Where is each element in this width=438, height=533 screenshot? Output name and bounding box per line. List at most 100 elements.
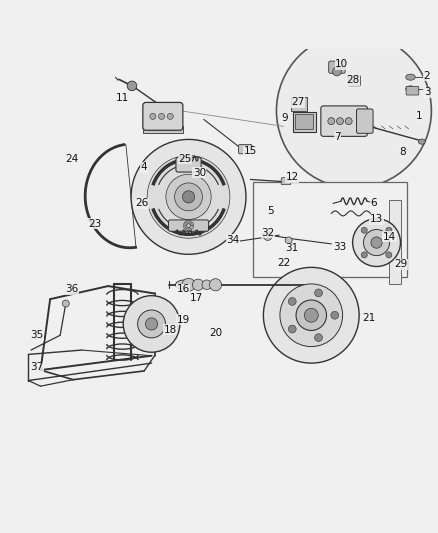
Circle shape [159,114,165,119]
FancyBboxPatch shape [389,200,401,284]
Text: 12: 12 [286,172,299,182]
Circle shape [288,325,296,333]
Circle shape [182,278,195,292]
Circle shape [167,114,173,119]
Text: 31: 31 [286,243,299,253]
FancyBboxPatch shape [357,109,373,133]
Circle shape [331,311,339,319]
Text: 37: 37 [31,362,44,373]
Circle shape [276,33,431,188]
Text: 24: 24 [65,154,78,164]
Circle shape [386,227,392,233]
FancyBboxPatch shape [406,86,419,95]
Circle shape [285,237,292,244]
Circle shape [131,140,246,254]
Text: 8: 8 [399,148,406,157]
Text: 23: 23 [88,219,102,229]
Circle shape [263,268,359,363]
Text: 33: 33 [333,242,346,252]
Ellipse shape [406,86,415,92]
Circle shape [190,224,194,228]
Text: 29: 29 [394,260,407,269]
Circle shape [190,222,193,225]
FancyBboxPatch shape [169,220,208,231]
Circle shape [314,334,322,342]
Circle shape [371,237,382,248]
Circle shape [147,156,230,238]
Circle shape [184,222,187,225]
FancyBboxPatch shape [291,97,307,111]
FancyBboxPatch shape [239,144,252,154]
Circle shape [296,300,326,330]
Circle shape [336,118,343,125]
Circle shape [183,191,194,203]
Circle shape [304,308,318,322]
FancyBboxPatch shape [295,114,314,130]
Circle shape [345,118,352,125]
Text: 19: 19 [177,314,190,325]
Text: 28: 28 [346,75,360,85]
Circle shape [288,297,296,305]
Ellipse shape [406,74,415,80]
Text: 10: 10 [335,59,348,69]
FancyBboxPatch shape [293,111,316,132]
Circle shape [386,252,392,258]
Circle shape [263,232,272,240]
Text: 18: 18 [164,325,177,335]
Circle shape [190,225,193,229]
Circle shape [145,318,158,330]
Text: 13: 13 [370,214,383,224]
Text: 21: 21 [363,313,376,323]
Text: 1: 1 [416,111,423,122]
Text: 17: 17 [190,293,203,303]
Circle shape [314,289,322,297]
Text: 6: 6 [370,198,377,208]
Circle shape [361,252,367,258]
Circle shape [187,228,190,231]
FancyBboxPatch shape [328,61,345,73]
Text: 25: 25 [178,154,192,164]
Circle shape [127,81,137,91]
Circle shape [138,310,166,338]
Circle shape [188,221,192,224]
Ellipse shape [418,139,425,144]
Circle shape [185,227,188,230]
FancyBboxPatch shape [253,182,407,277]
Text: 14: 14 [383,232,396,242]
Text: 11: 11 [116,93,129,103]
Circle shape [202,280,212,289]
Text: 30: 30 [193,168,206,178]
FancyBboxPatch shape [348,76,360,86]
Circle shape [62,300,69,307]
Circle shape [187,220,190,224]
FancyBboxPatch shape [143,102,183,130]
FancyBboxPatch shape [176,157,201,172]
Circle shape [188,227,192,230]
Text: 34: 34 [226,235,240,245]
Circle shape [175,183,202,211]
Circle shape [280,284,343,346]
Circle shape [328,118,335,125]
Ellipse shape [176,280,193,289]
Text: 5: 5 [267,206,274,216]
Text: 32: 32 [261,228,274,238]
Text: 16: 16 [177,284,190,294]
Text: 35: 35 [31,330,44,340]
Circle shape [184,225,187,229]
Circle shape [123,296,180,352]
Text: 36: 36 [65,284,78,294]
Circle shape [353,219,400,266]
Text: 4: 4 [141,162,148,172]
Text: 26: 26 [135,198,148,208]
FancyBboxPatch shape [281,177,291,184]
Circle shape [192,279,204,290]
Text: 27: 27 [292,97,305,107]
Circle shape [184,224,187,228]
Text: 15: 15 [244,146,257,156]
FancyBboxPatch shape [321,106,367,136]
Circle shape [150,114,156,119]
Circle shape [332,67,341,76]
Circle shape [361,227,367,233]
FancyBboxPatch shape [143,126,184,133]
Text: 20: 20 [209,328,222,337]
